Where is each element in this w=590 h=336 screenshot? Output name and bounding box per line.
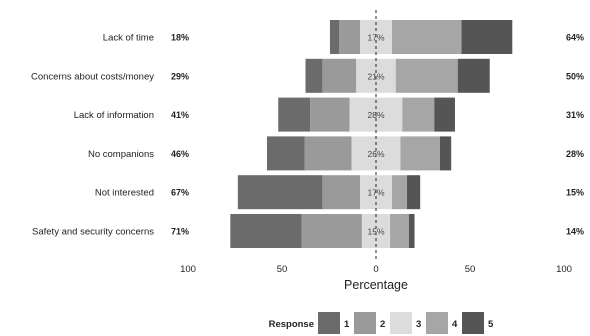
category-label: Not interested <box>95 188 154 199</box>
legend-swatch <box>426 312 448 334</box>
center-percent-label: 17% <box>367 188 384 198</box>
legend: Response 1 2 3 4 5 <box>269 312 494 334</box>
legend-swatch <box>462 312 484 334</box>
bar-segment <box>408 214 415 248</box>
bar-segment <box>434 97 455 132</box>
left-percent-label: 67% <box>171 188 189 198</box>
legend-swatch <box>390 312 412 334</box>
legend-label: 2 <box>380 319 385 330</box>
legend-label: 4 <box>452 319 458 330</box>
center-percent-label: 15% <box>367 227 384 237</box>
bar-segment <box>237 175 323 210</box>
bar-segment <box>457 58 490 93</box>
left-percent-label: 29% <box>171 71 189 81</box>
center-percent-label: 28% <box>367 110 384 120</box>
right-percent-label: 28% <box>566 149 584 159</box>
right-percent-label: 15% <box>566 188 584 198</box>
x-tick-label: 100 <box>180 264 196 275</box>
bar-segment <box>391 175 408 210</box>
legend-swatch <box>318 312 340 334</box>
center-percent-label: 17% <box>367 33 384 43</box>
bars <box>230 20 513 248</box>
bar-segment <box>304 136 352 171</box>
left-percent-label: 41% <box>171 110 189 120</box>
bar-segment <box>361 214 391 248</box>
center-percent-label: 21% <box>367 71 384 81</box>
category-label: Concerns about costs/money <box>31 71 154 82</box>
left-percent-label: 71% <box>171 227 189 237</box>
bar-segment <box>310 97 350 132</box>
category-labels: Lack of time Concerns about costs/money La… <box>31 33 154 238</box>
bar-segment <box>230 214 302 248</box>
left-percent-label: 18% <box>171 33 189 43</box>
bar-segment <box>395 58 458 93</box>
bar-segment <box>329 20 340 54</box>
legend-label: 3 <box>416 319 421 330</box>
bar-segment <box>322 175 361 210</box>
legend-label: 5 <box>488 319 494 330</box>
right-percent-label: 14% <box>566 227 584 237</box>
legend-swatch <box>354 312 376 334</box>
bar-segment <box>390 214 409 248</box>
right-percent-label: 64% <box>566 33 584 43</box>
x-tick-label: 100 <box>556 264 572 275</box>
x-axis-label: Percentage <box>344 278 408 292</box>
category-label: Lack of time <box>103 33 154 44</box>
bar-segment <box>400 136 440 171</box>
x-axis: 100 50 0 50 100 <box>180 264 572 275</box>
bar-segment <box>266 136 305 171</box>
bar-segment <box>301 214 362 248</box>
bar-segment <box>278 97 311 132</box>
left-percent-label: 46% <box>171 149 189 159</box>
x-tick-label: 50 <box>465 264 476 275</box>
bar-segment <box>461 20 513 54</box>
x-tick-label: 50 <box>277 264 288 275</box>
right-percent-label: 31% <box>566 110 584 120</box>
x-tick-label: 0 <box>373 264 378 275</box>
legend-title: Response <box>269 319 314 330</box>
center-percent-label: 26% <box>367 149 384 159</box>
bar-segment <box>439 136 452 171</box>
category-label: No companions <box>88 149 154 160</box>
right-percent-label: 50% <box>566 71 584 81</box>
legend-label: 1 <box>344 319 350 330</box>
category-label: Safety and security concerns <box>32 227 154 238</box>
category-label: Lack of information <box>74 110 154 121</box>
bar-segment <box>305 58 323 93</box>
bar-segment <box>402 97 435 132</box>
percent-labels: 18% 17% 64% 29% 21% 50% 41% 28% 31% 46% 26% 28% 67% 1… <box>171 33 584 237</box>
bar-segment <box>339 20 361 54</box>
bar-segment <box>407 175 421 210</box>
bar-segment <box>391 20 462 54</box>
bar-segment <box>322 58 357 93</box>
